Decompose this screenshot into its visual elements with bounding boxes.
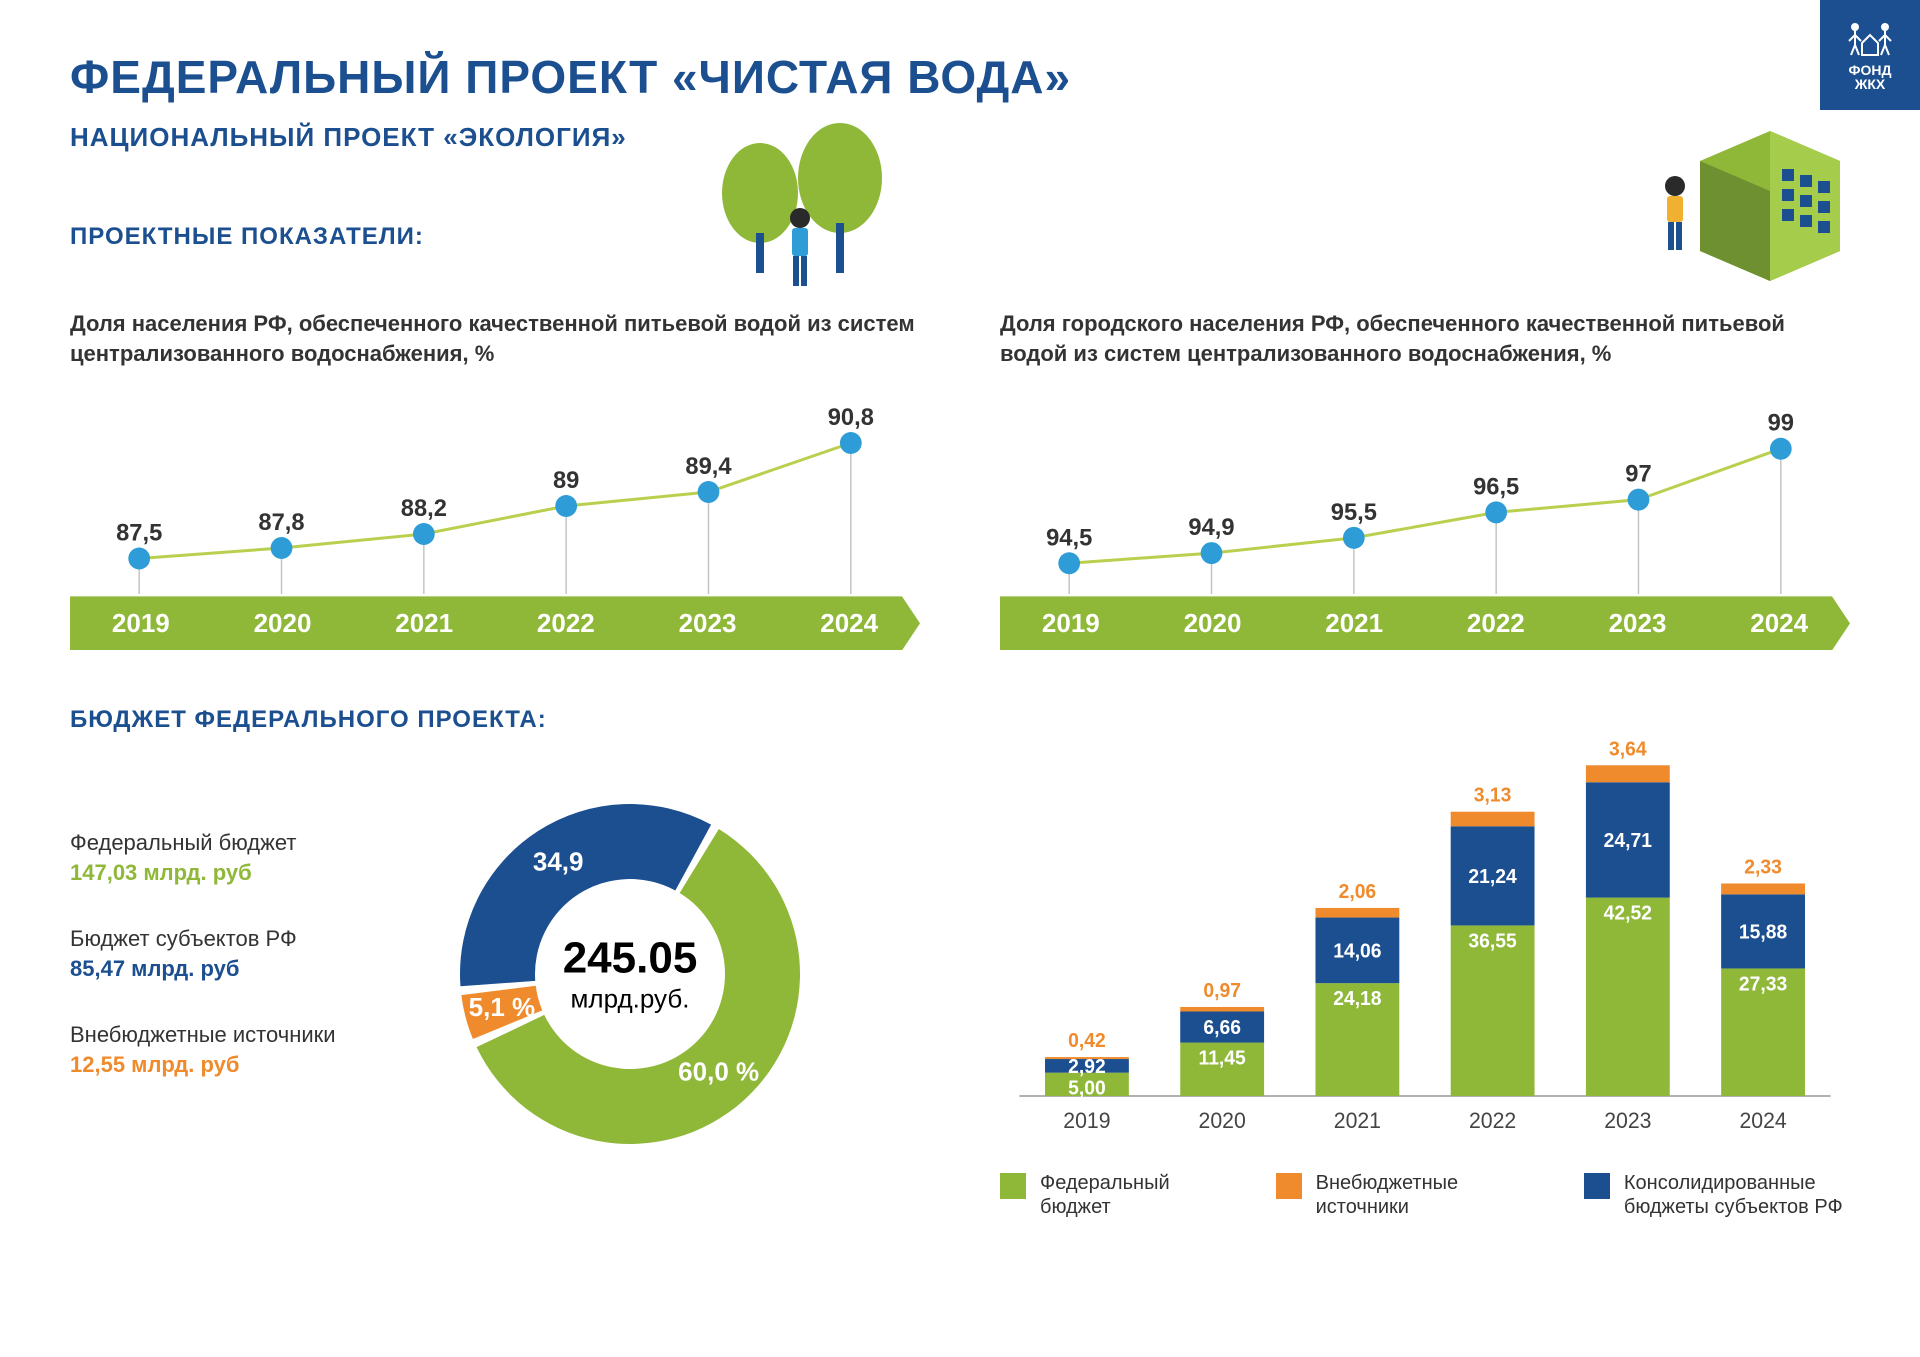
svg-text:2,92: 2,92 (1068, 1056, 1106, 1078)
legend-swatch (1276, 1173, 1302, 1199)
budget-right: 2019 2020 2021 2022 2023 2024 5,002,92 0,42 11,4… (1000, 706, 1850, 1219)
axis-year: 2020 (212, 608, 354, 639)
logo-line2: ЖКХ (1855, 76, 1886, 92)
svg-text:3,64: 3,64 (1609, 738, 1647, 760)
legend-swatch (1584, 1173, 1610, 1199)
page-root: ФОНДЖКХ ФЕДЕРАЛЬНЫЙ ПРОЕКТ «ЧИСТАЯ ВОДА»… (0, 0, 1920, 1357)
donut-label-value: 147,03 млрд. руб (70, 860, 390, 886)
legend-swatch (1000, 1173, 1026, 1199)
legend-item: Федеральный бюджет (1000, 1171, 1226, 1219)
legend-text: Консолидированные бюджеты субъектов РФ (1624, 1171, 1850, 1219)
donut-chart: 60,0 % 34,9 5,1 % 245.05 млрд.руб. (420, 764, 840, 1184)
building-person-illustration (1630, 111, 1850, 286)
svg-text:36,55: 36,55 (1468, 931, 1516, 953)
svg-text:2024: 2024 (1739, 1108, 1786, 1133)
axis-year: 2019 (1000, 608, 1142, 639)
svg-text:97: 97 (1625, 461, 1651, 488)
page-title: ФЕДЕРАЛЬНЫЙ ПРОЕКТ «ЧИСТАЯ ВОДА» (70, 50, 1850, 104)
svg-text:60,0 %: 60,0 % (678, 1057, 759, 1087)
indicators-row: Доля населения РФ, обеспеченного качеств… (70, 291, 1850, 656)
axis-year: 2024 (778, 608, 920, 639)
legend-item: Внебюджетные источники (1276, 1171, 1534, 1219)
page-subtitle: НАЦИОНАЛЬНЫЙ ПРОЕКТ «ЭКОЛОГИЯ» (70, 122, 1850, 153)
svg-text:88,2: 88,2 (401, 495, 447, 522)
chart-left-desc: Доля населения РФ, обеспеченного качеств… (70, 309, 920, 368)
chart-right-desc: Доля городского населения РФ, обеспеченн… (1000, 309, 1850, 368)
legend-text: Внебюджетные источники (1316, 1171, 1534, 1219)
axis-year: 2023 (637, 608, 779, 639)
svg-text:21,24: 21,24 (1468, 866, 1516, 888)
indicator-right: Доля городского населения РФ, обеспеченн… (1000, 291, 1850, 656)
budget-left: БЮДЖЕТ ФЕДЕРАЛЬНОГО ПРОЕКТА: Федеральный… (70, 706, 920, 1219)
svg-text:94,5: 94,5 (1046, 525, 1092, 552)
svg-text:2,33: 2,33 (1744, 857, 1782, 879)
stacked-bar-chart: 2019 2020 2021 2022 2023 2024 5,002,92 0,42 11,4… (1000, 706, 1850, 1146)
axis-year: 2022 (1425, 608, 1567, 639)
svg-text:34,9: 34,9 (533, 847, 584, 877)
budget-heading: БЮДЖЕТ ФЕДЕРАЛЬНОГО ПРОЕКТА: (70, 706, 920, 734)
svg-text:2021: 2021 (1334, 1108, 1381, 1133)
donut-label-title: Федеральный бюджет (70, 830, 390, 856)
donut-label: Внебюджетные источники 12,55 млрд. руб (70, 1022, 390, 1078)
donut-label-title: Внебюджетные источники (70, 1022, 390, 1048)
trees-person-illustration (690, 123, 910, 308)
axis-year: 2024 (1708, 608, 1850, 639)
svg-text:3,13: 3,13 (1474, 785, 1512, 807)
svg-text:2023: 2023 (1604, 1108, 1651, 1133)
axis-year: 2023 (1567, 608, 1709, 639)
donut-total-unit: млрд.руб. (563, 984, 698, 1015)
svg-text:94,9: 94,9 (1188, 514, 1234, 541)
svg-text:11,45: 11,45 (1199, 1048, 1246, 1070)
svg-text:95,5: 95,5 (1331, 499, 1377, 526)
donut-label-value: 85,47 млрд. руб (70, 956, 390, 982)
svg-text:0,97: 0,97 (1203, 980, 1241, 1002)
house-people-icon (1845, 19, 1895, 59)
chart-left: 87,587,888,28989,490,8 20192020202120222… (70, 396, 920, 656)
axis-year: 2020 (1142, 608, 1284, 639)
svg-text:0,42: 0,42 (1068, 1030, 1106, 1052)
svg-text:87,8: 87,8 (258, 509, 304, 536)
svg-text:42,52: 42,52 (1604, 903, 1652, 925)
legend-text: Федеральный бюджет (1040, 1171, 1226, 1219)
svg-text:2019: 2019 (1063, 1108, 1110, 1133)
svg-text:2020: 2020 (1199, 1108, 1246, 1133)
svg-text:96,5: 96,5 (1473, 474, 1519, 501)
svg-text:87,5: 87,5 (116, 520, 162, 547)
svg-text:89: 89 (553, 467, 579, 494)
legend-row: Федеральный бюджет Внебюджетные источники… (1000, 1171, 1850, 1219)
donut-label-value: 12,55 млрд. руб (70, 1052, 390, 1078)
svg-text:15,88: 15,88 (1739, 921, 1787, 943)
axis-year: 2021 (1283, 608, 1425, 639)
axis-year: 2022 (495, 608, 637, 639)
brand-logo: ФОНДЖКХ (1820, 0, 1920, 110)
svg-text:2022: 2022 (1469, 1108, 1516, 1133)
svg-text:14,06: 14,06 (1333, 940, 1381, 962)
axis-year: 2021 (353, 608, 495, 639)
donut-label: Бюджет субъектов РФ 85,47 млрд. руб (70, 926, 390, 982)
donut-total-value: 245.05 (563, 934, 698, 984)
svg-text:5,1 %: 5,1 % (469, 992, 536, 1022)
donut-label: Федеральный бюджет 147,03 млрд. руб (70, 830, 390, 886)
axis-year: 2019 (70, 608, 212, 639)
svg-text:89,4: 89,4 (685, 453, 732, 480)
svg-text:5,00: 5,00 (1068, 1078, 1106, 1100)
svg-text:2,06: 2,06 (1339, 881, 1377, 903)
svg-text:6,66: 6,66 (1203, 1017, 1241, 1039)
donut-label-title: Бюджет субъектов РФ (70, 926, 390, 952)
svg-text:27,33: 27,33 (1739, 974, 1787, 996)
indicators-heading: ПРОЕКТНЫЕ ПОКАЗАТЕЛИ: (70, 223, 1850, 251)
budget-row: БЮДЖЕТ ФЕДЕРАЛЬНОГО ПРОЕКТА: Федеральный… (70, 706, 1850, 1219)
legend-item: Консолидированные бюджеты субъектов РФ (1584, 1171, 1850, 1219)
svg-text:24,18: 24,18 (1333, 988, 1381, 1010)
svg-text:99: 99 (1768, 410, 1794, 437)
svg-text:24,71: 24,71 (1604, 830, 1652, 852)
svg-text:90,8: 90,8 (828, 404, 874, 431)
indicator-left: Доля населения РФ, обеспеченного качеств… (70, 291, 920, 656)
chart-right: 94,594,995,596,59799 2019202020212022202… (1000, 396, 1850, 656)
